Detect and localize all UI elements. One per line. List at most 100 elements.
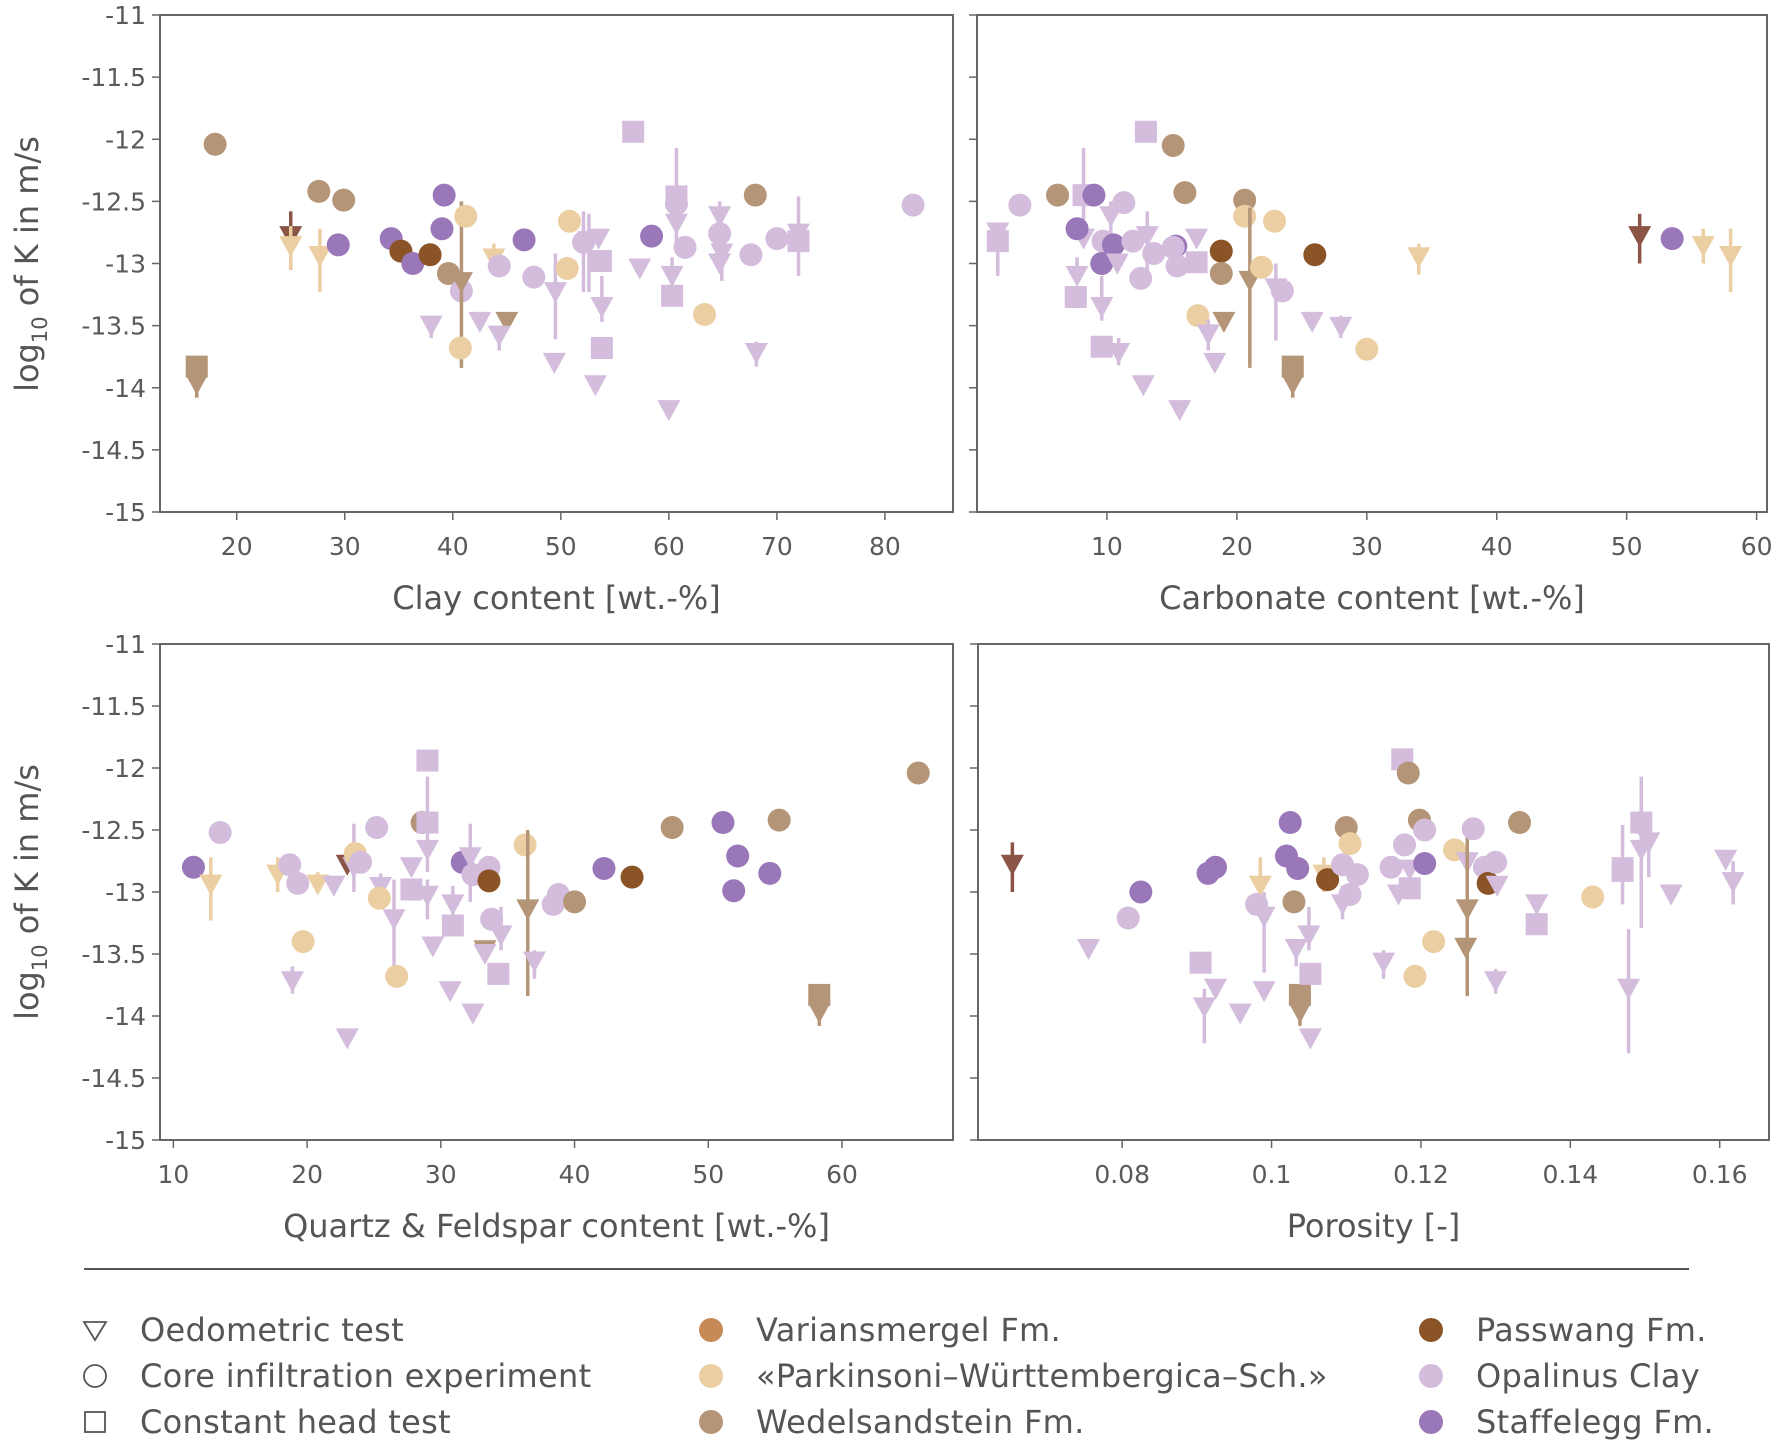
point-oedometric bbox=[1135, 226, 1159, 248]
point-core-infiltration bbox=[522, 265, 546, 289]
point-core-infiltration bbox=[448, 336, 472, 360]
point-oedometric bbox=[1484, 971, 1508, 993]
point-core-infiltration bbox=[620, 865, 644, 889]
legend-item-staffelegg: Staffelegg Fm. bbox=[1414, 1402, 1714, 1442]
point-core-infiltration bbox=[1413, 851, 1437, 875]
point-oedometric bbox=[1628, 226, 1652, 248]
point-core-infiltration bbox=[1209, 261, 1233, 285]
x-tick-label: 60 bbox=[826, 1160, 858, 1189]
legend-item-parkinsoni: «Parkinsoni–Württembergica–Sch.» bbox=[694, 1356, 1328, 1396]
point-constant-head bbox=[1288, 983, 1311, 1006]
point-oedometric bbox=[708, 253, 732, 275]
data-points bbox=[185, 120, 925, 422]
x-tick-label: 50 bbox=[545, 532, 577, 561]
point-oedometric bbox=[708, 206, 732, 228]
x-tick-label: 0.1 bbox=[1252, 1160, 1292, 1189]
legend-item-constant-head: Constant head test bbox=[78, 1402, 451, 1442]
point-core-infiltration bbox=[1461, 817, 1485, 841]
point-oedometric bbox=[1228, 1003, 1252, 1025]
legend-item-oedometric: Oedometric test bbox=[78, 1310, 404, 1350]
point-oedometric bbox=[807, 1002, 831, 1024]
point-oedometric bbox=[1077, 939, 1101, 961]
point-core-infiltration bbox=[367, 886, 391, 910]
point-oedometric bbox=[1185, 228, 1209, 250]
x-axis-title: Porosity [-] bbox=[1287, 1207, 1461, 1245]
point-core-infiltration bbox=[1065, 217, 1089, 241]
point-core-infiltration bbox=[1112, 191, 1136, 215]
y-tick-label: -14 bbox=[105, 374, 146, 403]
x-axis-title: Carbonate content [wt.-%] bbox=[1159, 579, 1585, 617]
legend-item-opalinus: Opalinus Clay bbox=[1414, 1356, 1700, 1396]
legend-label: «Parkinsoni–Württembergica–Sch.» bbox=[756, 1357, 1328, 1395]
point-oedometric bbox=[185, 374, 209, 396]
point-core-infiltration bbox=[365, 816, 389, 840]
point-core-infiltration bbox=[1101, 233, 1125, 257]
plot-frame bbox=[977, 643, 1770, 1141]
point-constant-head bbox=[1630, 811, 1653, 834]
point-oedometric bbox=[306, 874, 330, 896]
x-tick-label: 0.08 bbox=[1094, 1160, 1150, 1189]
point-core-infiltration bbox=[278, 853, 302, 877]
y-tick-label: -13 bbox=[105, 250, 146, 279]
point-constant-head bbox=[622, 120, 645, 143]
point-core-infiltration bbox=[592, 856, 616, 880]
point-oedometric bbox=[1105, 253, 1129, 275]
y-tick-label: -12.5 bbox=[81, 187, 146, 216]
point-core-infiltration bbox=[1396, 761, 1420, 785]
panel-porosity: 0.08 0.1 0.12 0.14 0.16 Porosity [-] bbox=[970, 643, 1770, 1245]
point-oedometric bbox=[1000, 854, 1024, 876]
y-axis-title-top: log10 of K in m/s bbox=[8, 136, 52, 392]
point-core-infiltration bbox=[1090, 252, 1114, 275]
legend-label: Passwang Fm. bbox=[1476, 1311, 1707, 1349]
point-oedometric bbox=[1090, 296, 1114, 318]
point-core-infiltration bbox=[1413, 818, 1437, 842]
legend-label: Constant head test bbox=[140, 1403, 451, 1441]
point-constant-head bbox=[1398, 877, 1421, 900]
point-constant-head bbox=[1064, 286, 1087, 309]
point-oedometric bbox=[280, 971, 304, 993]
x-tick-label: 40 bbox=[559, 1160, 591, 1189]
point-oedometric bbox=[1372, 952, 1396, 974]
point-oedometric bbox=[1298, 1028, 1322, 1050]
point-constant-head bbox=[1611, 859, 1634, 882]
point-constant-head bbox=[416, 811, 439, 834]
point-constant-head bbox=[185, 355, 208, 378]
y-tick-label: -15 bbox=[105, 498, 146, 527]
point-constant-head bbox=[416, 749, 439, 772]
point-core-infiltration bbox=[708, 222, 732, 246]
point-oedometric bbox=[1407, 247, 1431, 269]
point-oedometric bbox=[1107, 342, 1131, 364]
y-tick-label: -15 bbox=[105, 1126, 146, 1155]
x-tick-label: 20 bbox=[291, 1160, 323, 1189]
point-oedometric bbox=[415, 885, 439, 907]
point-oedometric bbox=[1196, 324, 1220, 346]
legend-item-wedelsandstein: Wedelsandstein Fm. bbox=[694, 1402, 1085, 1442]
legend-label: Staffelegg Fm. bbox=[1476, 1403, 1715, 1441]
x-axis-title: Clay content [wt.-%] bbox=[392, 579, 720, 617]
y-axis-title-bottom: log10 of K in m/s bbox=[8, 764, 52, 1020]
point-core-infiltration bbox=[1173, 181, 1197, 205]
point-core-infiltration bbox=[557, 209, 581, 233]
point-oedometric bbox=[1252, 981, 1276, 1003]
y-tick-label: -11 bbox=[105, 630, 146, 659]
point-core-infiltration bbox=[1338, 832, 1362, 856]
point-oedometric bbox=[322, 875, 346, 897]
point-constant-head bbox=[1189, 951, 1212, 974]
point-core-infiltration bbox=[1008, 193, 1032, 217]
dot-parkinsoni-icon bbox=[694, 1359, 728, 1393]
point-core-infiltration bbox=[1338, 882, 1362, 906]
point-oedometric bbox=[787, 223, 811, 245]
point-oedometric bbox=[583, 375, 607, 397]
point-oedometric bbox=[415, 839, 439, 861]
point-oedometric bbox=[1617, 978, 1641, 1000]
point-core-infiltration bbox=[1250, 255, 1274, 279]
circle-icon bbox=[78, 1359, 112, 1393]
y-tick-label: -14.5 bbox=[81, 1064, 146, 1093]
point-core-infiltration bbox=[765, 227, 789, 251]
point-core-infiltration bbox=[1263, 209, 1287, 233]
point-constant-head bbox=[808, 983, 831, 1006]
point-oedometric bbox=[1659, 884, 1683, 906]
point-oedometric bbox=[487, 325, 511, 347]
point-core-infiltration bbox=[1345, 863, 1369, 887]
data-points bbox=[181, 749, 930, 1050]
